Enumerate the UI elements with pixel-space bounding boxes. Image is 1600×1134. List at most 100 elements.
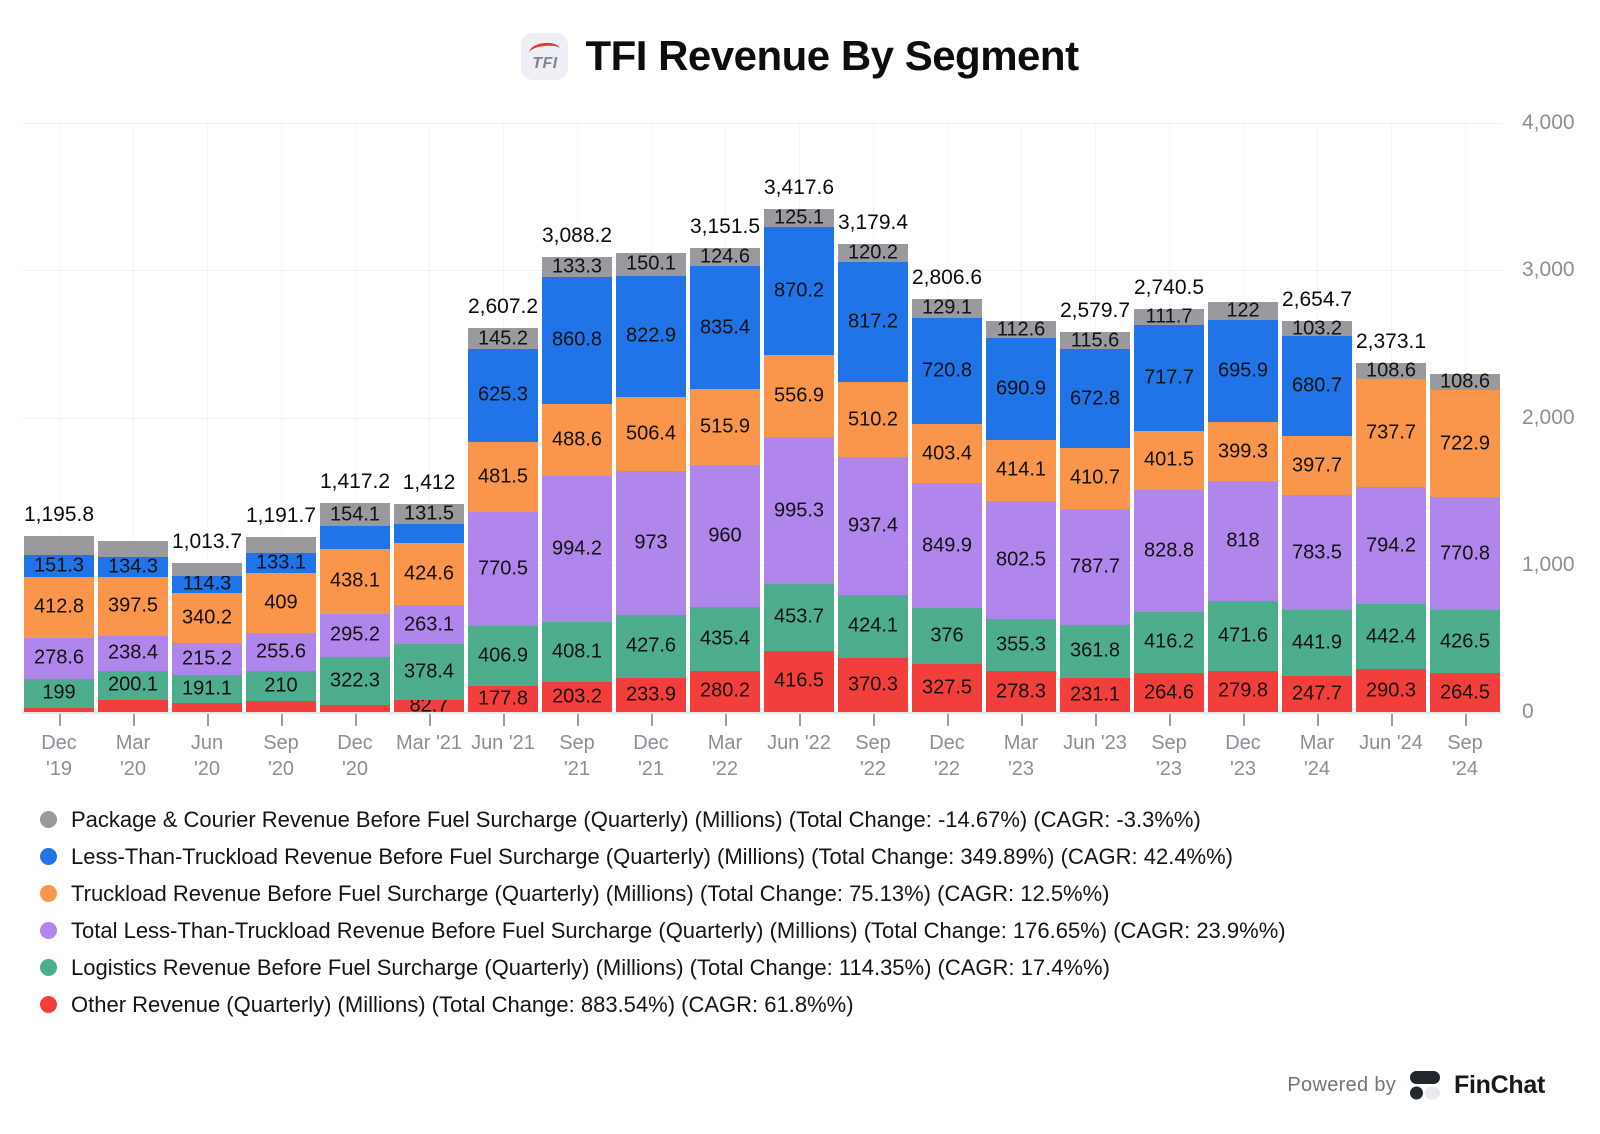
bar-segment-package_courier[interactable]	[98, 540, 168, 558]
bar-segment-truckload[interactable]: 399.3	[1208, 422, 1278, 481]
bar-segment-truckload[interactable]: 722.9	[1430, 390, 1500, 497]
bar-segment-logistics[interactable]: 416.2	[1134, 611, 1204, 673]
bar-segment-package_courier[interactable]: 120.2	[838, 241, 908, 263]
bar-segment-truckload[interactable]: 403.4	[912, 423, 982, 484]
bar-segment-total_ltl[interactable]: 960	[690, 465, 760, 607]
bar-dec-22[interactable]: 327.5 376 849.9 403.4 720.8 129.1	[912, 297, 982, 712]
bar-sep-23[interactable]: 264.6 416.2 828.8 401.5 717.7 111.7	[1134, 305, 1204, 712]
bar-segment-logistics[interactable]: 355.3	[986, 618, 1056, 671]
bar-mar-20[interactable]: 200.1 238.4 397.5 134.3	[98, 540, 168, 712]
bar-segment-ltl[interactable]: 690.9	[986, 337, 1056, 440]
bar-segment-package_courier[interactable]: 125.1	[764, 207, 834, 229]
bar-segment-logistics[interactable]: 453.7	[764, 583, 834, 651]
bar-segment-package_courier[interactable]: 108.6	[1356, 359, 1426, 381]
bar-segment-logistics[interactable]: 191.1	[172, 674, 242, 703]
bar-mar-23[interactable]: 278.3 355.3 802.5 414.1 690.9 112.6	[986, 318, 1056, 712]
bar-segment-package_courier[interactable]: 145.2	[468, 327, 538, 350]
bar-segment-package_courier[interactable]: 150.1	[616, 253, 686, 276]
bar-segment-other[interactable]: 247.7	[1282, 675, 1352, 712]
bar-dec-21[interactable]: 233.9 427.6 973 506.4 822.9 150.1	[616, 253, 686, 712]
bar-segment-truckload[interactable]: 410.7	[1060, 448, 1130, 509]
bar-segment-ltl[interactable]: 114.3	[172, 573, 242, 595]
bar-segment-logistics[interactable]: 210	[246, 670, 316, 702]
bar-segment-logistics[interactable]: 441.9	[1282, 610, 1352, 676]
bar-sep-21[interactable]: 203.2 408.1 994.2 488.6 860.8 133.3	[542, 256, 612, 712]
bar-segment-package_courier[interactable]	[246, 536, 316, 554]
bar-segment-ltl[interactable]	[394, 523, 464, 543]
bar-segment-total_ltl[interactable]: 973	[616, 471, 686, 615]
bar-segment-other[interactable]	[320, 704, 390, 712]
legend-item-logistics[interactable]: Logistics Revenue Before Fuel Surcharge …	[40, 949, 1286, 986]
bar-segment-ltl[interactable]: 835.4	[690, 266, 760, 390]
bar-segment-total_ltl[interactable]: 937.4	[838, 457, 908, 596]
bar-segment-total_ltl[interactable]: 770.5	[468, 512, 538, 626]
bar-segment-package_courier[interactable]: 154.1	[320, 503, 390, 526]
bar-segment-logistics[interactable]: 426.5	[1430, 610, 1500, 674]
bar-segment-total_ltl[interactable]: 818	[1208, 480, 1278, 602]
bar-segment-logistics[interactable]: 200.1	[98, 670, 168, 701]
bar-dec-23[interactable]: 279.8 471.6 818 399.3 695.9 122	[1208, 299, 1278, 712]
bar-sep-20[interactable]: 210 255.6 409 133.1	[246, 536, 316, 712]
bar-jun-20[interactable]: 191.1 215.2 340.2 114.3	[172, 562, 242, 712]
bar-segment-ltl[interactable]: 695.9	[1208, 319, 1278, 423]
bar-segment-total_ltl[interactable]: 263.1	[394, 605, 464, 645]
bar-segment-package_courier[interactable]	[172, 562, 242, 577]
bar-segment-package_courier[interactable]: 103.2	[1282, 317, 1352, 339]
bar-segment-total_ltl[interactable]: 849.9	[912, 483, 982, 609]
bar-segment-logistics[interactable]: 406.9	[468, 625, 538, 686]
bar-segment-ltl[interactable]: 720.8	[912, 317, 982, 424]
bar-jun-23[interactable]: 231.1 361.8 787.7 410.7 672.8 115.6	[1060, 329, 1130, 712]
bar-segment-total_ltl[interactable]: 255.6	[246, 632, 316, 671]
bar-segment-package_courier[interactable]: 122	[1208, 299, 1278, 321]
bar-segment-truckload[interactable]: 401.5	[1134, 430, 1204, 490]
bar-segment-other[interactable]: 278.3	[986, 671, 1056, 712]
bar-segment-package_courier[interactable]: 115.6	[1060, 329, 1130, 351]
bar-segment-other[interactable]: 327.5	[912, 663, 982, 712]
bar-segment-ltl[interactable]: 151.3	[24, 554, 94, 577]
bar-segment-total_ltl[interactable]: 794.2	[1356, 487, 1426, 605]
bar-segment-truckload[interactable]: 438.1	[320, 549, 390, 614]
bar-segment-other[interactable]	[24, 707, 94, 712]
bar-segment-truckload[interactable]: 556.9	[764, 355, 834, 438]
bar-segment-other[interactable]: 203.2	[542, 682, 612, 712]
bar-segment-other[interactable]	[172, 702, 242, 712]
bar-segment-total_ltl[interactable]: 995.3	[764, 437, 834, 584]
bar-segment-logistics[interactable]: 471.6	[1208, 601, 1278, 671]
bar-segment-other[interactable]: 370.3	[838, 657, 908, 712]
bar-segment-other[interactable]: 279.8	[1208, 670, 1278, 712]
bar-segment-total_ltl[interactable]: 770.8	[1430, 496, 1500, 611]
bar-sep-24[interactable]: 264.5 426.5 770.8 722.9 108.6	[1430, 371, 1500, 712]
bar-segment-package_courier[interactable]: 133.3	[542, 256, 612, 278]
bar-segment-ltl[interactable]: 625.3	[468, 349, 538, 442]
bar-segment-other[interactable]: 177.8	[468, 685, 538, 712]
bar-segment-ltl[interactable]: 822.9	[616, 275, 686, 397]
bar-segment-logistics[interactable]: 408.1	[542, 622, 612, 683]
bar-segment-truckload[interactable]: 424.6	[394, 542, 464, 606]
bar-segment-ltl[interactable]: 134.3	[98, 556, 168, 578]
bar-jun-21[interactable]: 177.8 406.9 770.5 481.5 625.3 145.2	[468, 327, 538, 712]
bar-segment-logistics[interactable]: 376	[912, 608, 982, 664]
bar-segment-truckload[interactable]: 340.2	[172, 592, 242, 643]
bar-segment-package_courier[interactable]: 131.5	[394, 502, 464, 524]
bar-segment-ltl[interactable]: 672.8	[1060, 349, 1130, 449]
bar-segment-truckload[interactable]: 414.1	[986, 439, 1056, 501]
bar-segment-other[interactable]: 264.6	[1134, 673, 1204, 712]
bar-segment-other[interactable]: 416.5	[764, 650, 834, 712]
bar-segment-other[interactable]: 231.1	[1060, 678, 1130, 712]
bar-segment-truckload[interactable]: 412.8	[24, 576, 94, 638]
bar-segment-logistics[interactable]: 442.4	[1356, 604, 1426, 670]
bar-segment-package_courier[interactable]: 124.6	[690, 246, 760, 268]
bar-segment-package_courier[interactable]: 129.1	[912, 297, 982, 319]
bar-segment-ltl[interactable]: 860.8	[542, 276, 612, 404]
bar-segment-ltl[interactable]: 680.7	[1282, 336, 1352, 437]
bar-segment-ltl[interactable]	[320, 525, 390, 550]
bar-segment-truckload[interactable]: 515.9	[690, 389, 760, 466]
bar-segment-total_ltl[interactable]: 295.2	[320, 613, 390, 658]
bar-segment-truckload[interactable]: 481.5	[468, 441, 538, 513]
bar-segment-package_courier[interactable]: 111.7	[1134, 305, 1204, 327]
bar-segment-total_ltl[interactable]: 994.2	[542, 475, 612, 623]
bar-segment-truckload[interactable]: 488.6	[542, 403, 612, 476]
bar-dec-20[interactable]: 322.3 295.2 438.1 154.1	[320, 503, 390, 712]
bar-dec-19[interactable]: 199 278.6 412.8 151.3	[24, 535, 94, 712]
bar-segment-ltl[interactable]: 133.1	[246, 551, 316, 573]
